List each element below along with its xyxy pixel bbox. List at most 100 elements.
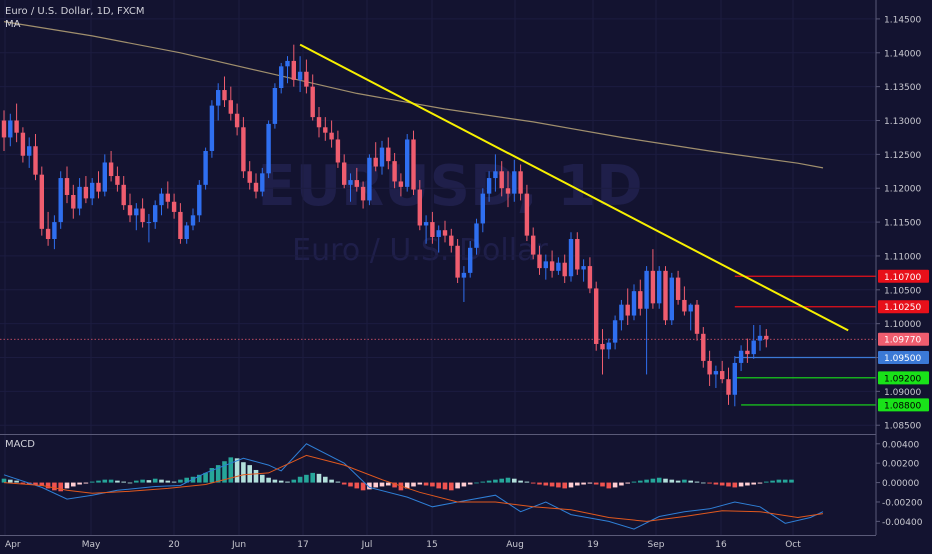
candle-down[interactable] [121,176,126,210]
candle-down[interactable] [720,360,725,384]
candle-down[interactable] [140,198,145,228]
candle-down[interactable] [360,181,366,209]
candle-up[interactable] [260,167,265,197]
candle-up[interactable] [757,325,763,351]
candle-down[interactable] [625,288,630,326]
candle-up[interactable] [348,173,353,202]
candle-down[interactable] [39,166,44,236]
candle-up[interactable] [153,200,158,229]
candle-up[interactable] [367,154,372,206]
candle-up[interactable] [512,159,517,202]
candle-down[interactable] [234,103,240,136]
candle-down[interactable] [291,44,296,87]
candle-up[interactable] [77,178,82,216]
candle-down[interactable] [127,193,133,223]
candle-up[interactable] [405,134,410,192]
candle-up[interactable] [209,100,215,158]
candle-up[interactable] [738,345,744,372]
candle-down[interactable] [455,239,460,284]
candle-down[interactable] [247,161,252,190]
candle-down[interactable] [96,171,101,199]
candle-up[interactable] [474,218,479,255]
candle-down[interactable] [411,130,416,195]
candle-up[interactable] [184,222,189,244]
candle-up[interactable] [216,83,221,121]
candle-down[interactable] [549,250,555,278]
candle-down[interactable] [449,228,454,253]
macd-indicator-label[interactable]: MACD [5,439,35,450]
candle-down[interactable] [575,232,580,275]
candle-up[interactable] [657,266,662,309]
candle-up[interactable] [266,120,271,179]
candle-up[interactable] [751,325,756,359]
candle-down[interactable] [222,76,227,107]
candle-down[interactable] [64,166,70,204]
candle-up[interactable] [461,266,467,302]
candle-up[interactable] [713,365,719,388]
candle-down[interactable] [537,245,542,275]
candle-down[interactable] [682,286,687,316]
candle-up[interactable] [159,188,164,216]
candle-down[interactable] [386,137,391,170]
candle-down[interactable] [430,211,435,244]
candle-down[interactable] [45,211,51,246]
candle-down[interactable] [373,142,378,172]
candle-down[interactable] [694,299,700,341]
candle-down[interactable] [310,74,315,121]
candle-down[interactable] [442,220,448,243]
candle-up[interactable] [102,154,107,197]
candle-down[interactable] [323,117,328,141]
candle-up[interactable] [279,62,284,94]
candle-up[interactable] [197,180,202,223]
candle-up[interactable] [480,188,485,233]
candle-down[interactable] [562,254,567,284]
candle-down[interactable] [417,180,422,231]
candle-down[interactable] [663,266,668,326]
candle-up[interactable] [732,356,737,407]
candle-down[interactable] [304,59,309,94]
candle-down[interactable] [675,270,681,305]
ma-indicator-label[interactable]: MA [5,19,21,30]
candle-up[interactable] [493,154,498,192]
candle-down[interactable] [587,257,593,294]
candle-up[interactable] [619,299,624,331]
candle-down[interactable] [241,117,246,179]
candle-down[interactable] [600,329,605,375]
candle-up[interactable] [379,140,385,175]
candle-up[interactable] [468,241,473,278]
candle-down[interactable] [178,203,183,244]
candle-down[interactable] [594,281,599,351]
candle-up[interactable] [90,178,95,206]
candle-up[interactable] [631,284,637,321]
candle-up[interactable] [486,171,492,202]
candle-down[interactable] [518,164,523,201]
candle-up[interactable] [8,113,13,147]
candle-down[interactable] [638,279,643,316]
candle-up[interactable] [581,259,586,282]
candle-down[interactable] [524,184,530,242]
candle-up[interactable] [606,338,611,359]
candle-down[interactable] [335,130,341,168]
candle-up[interactable] [644,266,649,375]
macd-axis[interactable]: 0.00400 0.00200 0.00000 -0.00200 -0.00400 [876,440,923,528]
candle-down[interactable] [707,350,712,386]
candle-up[interactable] [203,147,208,190]
time-axis[interactable]: Apr May 20 Jun 17 Jul 15 Aug 19 Sep 16 Oct [5,540,801,550]
candle-up[interactable] [688,303,693,331]
candle-down[interactable] [14,103,19,143]
candle-down[interactable] [650,249,656,309]
candle-up[interactable] [612,315,618,350]
candle-down[interactable] [253,173,259,199]
candle-down[interactable] [392,153,397,189]
candle-down[interactable] [83,176,89,204]
candle-down[interactable] [165,181,170,209]
candle-down[interactable] [745,338,750,363]
candle-down[interactable] [531,227,536,260]
candle-up[interactable] [543,254,548,280]
candle-up[interactable] [190,208,196,231]
candle-down[interactable] [726,367,731,405]
candle-down[interactable] [33,134,38,181]
candle-up[interactable] [297,56,303,93]
candle-down[interactable] [115,166,120,192]
symbol-title[interactable]: Euro / U.S. Dollar, 1D, FXCM [5,6,144,17]
